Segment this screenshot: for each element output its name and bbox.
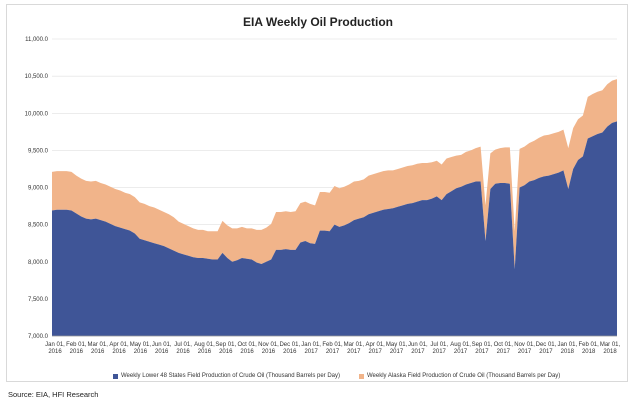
area-series-alaska bbox=[52, 79, 617, 270]
chart-frame: EIA Weekly Oil Production 7,000.0 7,500.0… bbox=[6, 4, 628, 382]
y-tick-label: 8,000.0 bbox=[28, 260, 49, 266]
y-tick-label: 9,000.0 bbox=[28, 186, 49, 192]
x-tick-label: Feb 01, 2017 bbox=[322, 342, 343, 355]
source-note: Source: EIA, HFI Research bbox=[8, 390, 99, 399]
legend-swatch-lower48 bbox=[113, 373, 118, 379]
x-tick-label: Feb 01, 2018 bbox=[578, 342, 599, 355]
x-tick-label: Dec 01, 2016 bbox=[279, 342, 300, 355]
x-tick-label: Nov 01, 2016 bbox=[258, 342, 279, 355]
x-tick-label: Mar 01, 2018 bbox=[600, 342, 621, 355]
area-series-lower48 bbox=[52, 121, 617, 336]
x-tick-label: Jul 01, 2017 bbox=[430, 342, 448, 355]
x-tick-label: Apr 01, 2017 bbox=[366, 342, 386, 355]
x-tick-label: Oct 01, 2016 bbox=[237, 342, 257, 355]
legend-swatch-alaska bbox=[359, 373, 364, 379]
x-tick-label: Jan 01, 2018 bbox=[557, 342, 577, 355]
legend-item-lower48: Weekly Lower 48 States Field Production … bbox=[113, 373, 340, 379]
legend: Weekly Lower 48 States Field Production … bbox=[7, 373, 629, 383]
y-tick-label: 8,500.0 bbox=[28, 223, 49, 229]
chart-title: EIA Weekly Oil Production bbox=[242, 15, 394, 29]
x-tick-label: Feb 01, 2016 bbox=[66, 342, 87, 355]
x-tick-label: Sep 01, 2017 bbox=[472, 342, 493, 355]
chart-plot: 7,000.0 7,500.0 8,000.0 8,500.0 9,000.0 9,500… bbox=[25, 37, 621, 355]
x-tick-label: Dec 01, 2017 bbox=[536, 342, 557, 355]
y-tick-label: 11,000.0 bbox=[25, 37, 49, 43]
x-tick-label: Jan 01, 2017 bbox=[301, 342, 321, 355]
x-tick-label: Oct 01, 2017 bbox=[494, 342, 514, 355]
x-tick-label: Jan 01, 2016 bbox=[45, 342, 65, 355]
x-tick-label: Apr 01, 2016 bbox=[109, 342, 129, 355]
y-tick-label: 10,500.0 bbox=[25, 74, 49, 80]
x-tick-label: Aug 01, 2016 bbox=[194, 342, 215, 355]
x-tick-label: Aug 01, 2017 bbox=[450, 342, 471, 355]
x-tick-label: Mar 01, 2017 bbox=[344, 342, 365, 355]
legend-label-lower48: Weekly Lower 48 States Field Production … bbox=[121, 373, 340, 379]
y-tick-label: 7,500.0 bbox=[28, 297, 49, 303]
legend-item-alaska: Weekly Alaska Field Production of Crude … bbox=[359, 373, 560, 379]
x-tick-label: Jun 01, 2017 bbox=[408, 342, 428, 355]
x-tick-label: Jul 01, 2016 bbox=[174, 342, 192, 355]
x-tick-label: Sep 01, 2016 bbox=[215, 342, 236, 355]
y-tick-label: 9,500.0 bbox=[28, 148, 49, 154]
y-tick-label: 7,000.0 bbox=[28, 334, 49, 340]
x-tick-label: Jun 01, 2016 bbox=[152, 342, 172, 355]
legend-label-alaska: Weekly Alaska Field Production of Crude … bbox=[367, 373, 561, 379]
x-tick-label: May 01, 2017 bbox=[386, 342, 408, 355]
x-tick-label: Nov 01, 2017 bbox=[514, 342, 535, 355]
x-tick-label: Mar 01, 2016 bbox=[88, 342, 109, 355]
y-tick-label: 10,000.0 bbox=[25, 111, 49, 117]
x-tick-label: May 01, 2016 bbox=[130, 342, 152, 355]
